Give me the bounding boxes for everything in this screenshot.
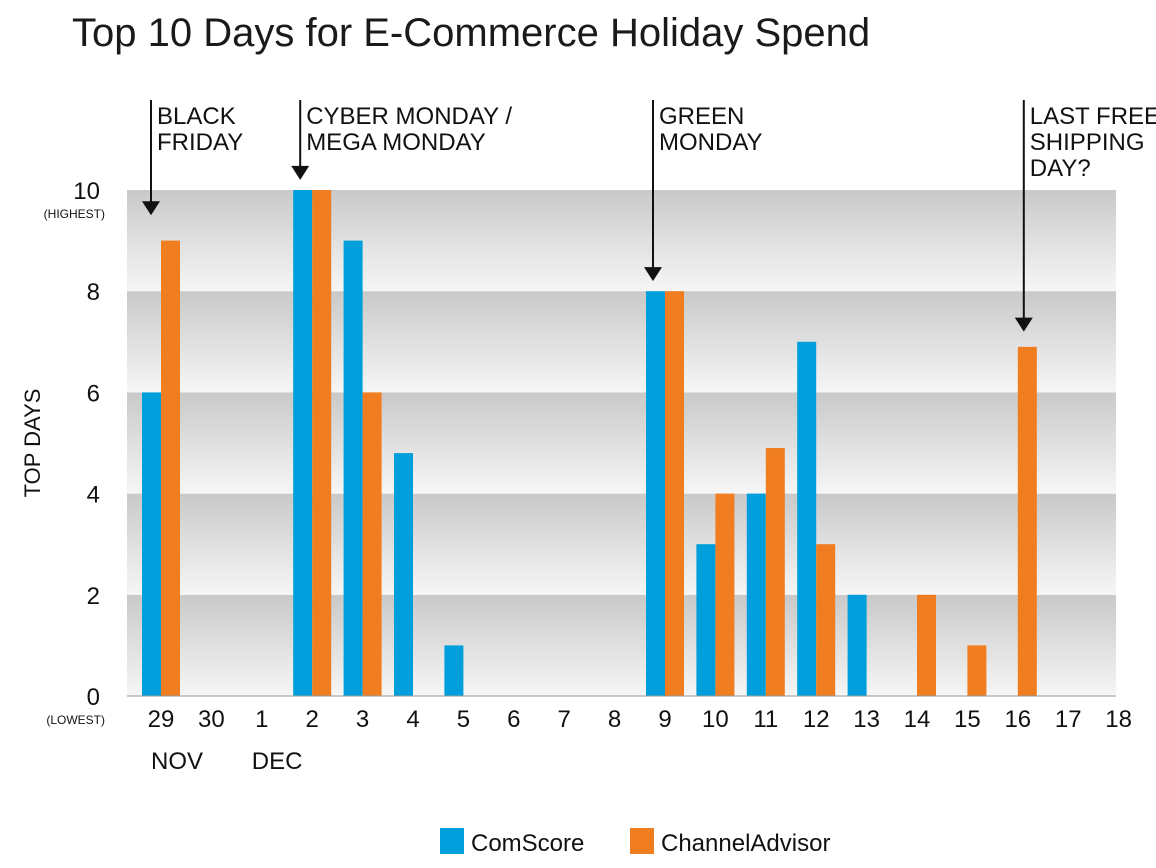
x-tick-label: 15 [954,706,981,733]
grid-band [127,594,1116,696]
bar-comscore [847,594,867,696]
background-bands [127,190,1116,696]
x-tick-label: 10 [702,706,729,733]
annotation-arrow-head [142,201,160,216]
x-tick-label: 7 [558,706,571,733]
annotation-text: GREEN [659,103,744,130]
x-tick-label: 1 [255,706,268,733]
bar-comscore [343,240,363,696]
annotation-arrow-head [1014,317,1033,332]
y-tick-sublabel: (HIGHEST) [44,207,105,221]
grid-band [127,190,1116,292]
x-tick-label: 12 [803,706,830,733]
bar-comscore [444,645,464,696]
x-tick-label: 14 [904,706,931,733]
x-tick-label: 4 [406,706,419,733]
legend-label: ChannelAdvisor [661,830,830,857]
x-tick-label: 3 [356,706,369,733]
bar-channeladvisor [967,645,987,696]
x-tick-label: 30 [198,706,225,733]
bar-channeladvisor [312,190,332,696]
grid-band [127,392,1116,494]
bar-comscore [646,291,665,696]
bar-channeladvisor [161,240,180,696]
grid-band [127,291,1116,393]
x-tick-label: 29 [148,706,175,733]
bar-channeladvisor [816,544,836,696]
x-tick-label: 11 [753,706,778,733]
annotation-text: BLACK [157,103,236,130]
annotation-arrow-head [291,165,310,180]
legend-swatch [440,828,464,854]
bar-channeladvisor [917,594,936,696]
annotation-arrow-head [644,267,662,282]
bar-channeladvisor [362,392,382,696]
y-tick-label: 8 [87,279,100,306]
y-tick-label: 6 [87,380,100,407]
bar-comscore [142,392,161,696]
bar-comscore [797,341,817,696]
bar-comscore [394,453,413,696]
bar-channeladvisor [665,291,684,696]
bar-comscore [293,190,313,696]
bar-comscore [696,544,716,696]
x-tick-label: 6 [507,706,520,733]
annotation-text: LAST FREE [1030,103,1156,130]
annotation-text: MONDAY [659,129,763,156]
annotation-text: DAY? [1030,155,1091,182]
x-tick-label: 9 [658,706,671,733]
bar-channeladvisor [715,493,735,696]
y-tick-label: 10 [73,178,100,205]
x-tick-label: 16 [1004,706,1031,733]
x-tick-label: 5 [457,706,470,733]
y-tick-label: 2 [87,583,100,610]
legend: ComScore ChannelAdvisor [440,828,830,857]
x-tick-label: 13 [853,706,880,733]
annotation-text: SHIPPING [1030,129,1145,156]
y-axis-label: TOP DAYS [20,389,45,498]
bars [142,190,1037,696]
annotation-text: MEGA MONDAY [306,129,486,156]
y-tick-label: 4 [87,482,100,509]
y-tick-label: 0 [87,684,100,711]
chart-title: Top 10 Days for E-Commerce Holiday Spend [72,11,870,55]
y-axis: 0 (LOWEST) 2 4 6 8 10 (HIGHEST) [44,178,105,727]
x-tick-label: 18 [1105,706,1132,733]
bar-channeladvisor [765,448,785,696]
month-label: NOV [151,748,203,775]
x-tick-label: 8 [608,706,621,733]
annotation-text: FRIDAY [157,129,243,156]
grid-band [127,493,1116,595]
x-tick-label: 17 [1055,706,1082,733]
annotation: CYBER MONDAY /MEGA MONDAY [291,100,512,180]
legend-swatch [630,828,654,854]
bar-comscore [746,493,766,696]
month-label: DEC [252,748,303,775]
x-tick-label: 2 [306,706,319,733]
legend-label: ComScore [471,830,584,857]
y-tick-sublabel: (LOWEST) [46,713,105,727]
annotation-text: CYBER MONDAY / [306,103,512,130]
bar-channeladvisor [1017,346,1037,696]
